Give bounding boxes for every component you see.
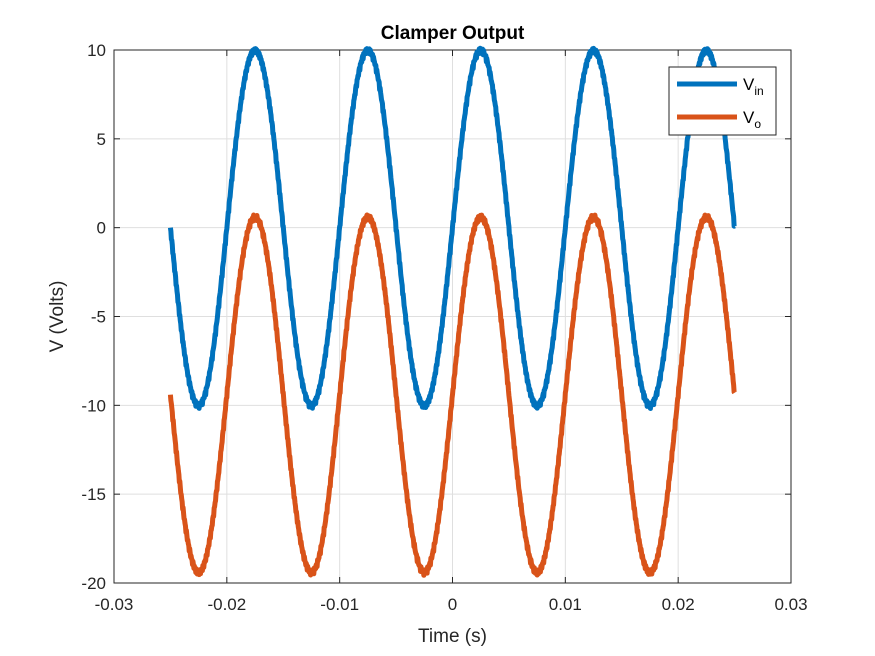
series-line-1: [167, 212, 737, 578]
series-line-0: [167, 45, 737, 411]
series-lines: [167, 45, 737, 578]
axis-ticks: -0.03 -0.02 -0.01 0 0.01 0.02 0.03 -20 -15 -10 -5 0…: [81, 41, 807, 614]
chart-title: Clamper Output: [381, 23, 525, 44]
y-tick-label: -20: [81, 574, 106, 593]
legend-label-0: Vin: [743, 75, 764, 98]
x-axis-label: Time (s): [418, 626, 487, 647]
y-tick-label: -10: [81, 396, 106, 415]
y-tick-label: -5: [91, 308, 106, 327]
y-tick-label: -15: [81, 485, 106, 504]
legend-label-1: Vo: [743, 108, 761, 131]
x-tick-label: -0.02: [207, 595, 246, 614]
y-axis-label: V (Volts): [47, 281, 68, 353]
x-tick-label: 0.02: [662, 595, 695, 614]
y-tick-label: 0: [97, 219, 106, 238]
x-tick-label: 0.03: [774, 595, 807, 614]
x-tick-label: 0.01: [549, 595, 582, 614]
x-tick-label: -0.01: [320, 595, 359, 614]
legend-box: [668, 66, 777, 136]
legend: Vin Vo: [668, 66, 777, 136]
x-tick-label: -0.03: [95, 595, 134, 614]
y-tick-label: 10: [87, 41, 106, 60]
y-tick-label: 5: [97, 130, 106, 149]
x-tick-label: 0: [448, 595, 457, 614]
